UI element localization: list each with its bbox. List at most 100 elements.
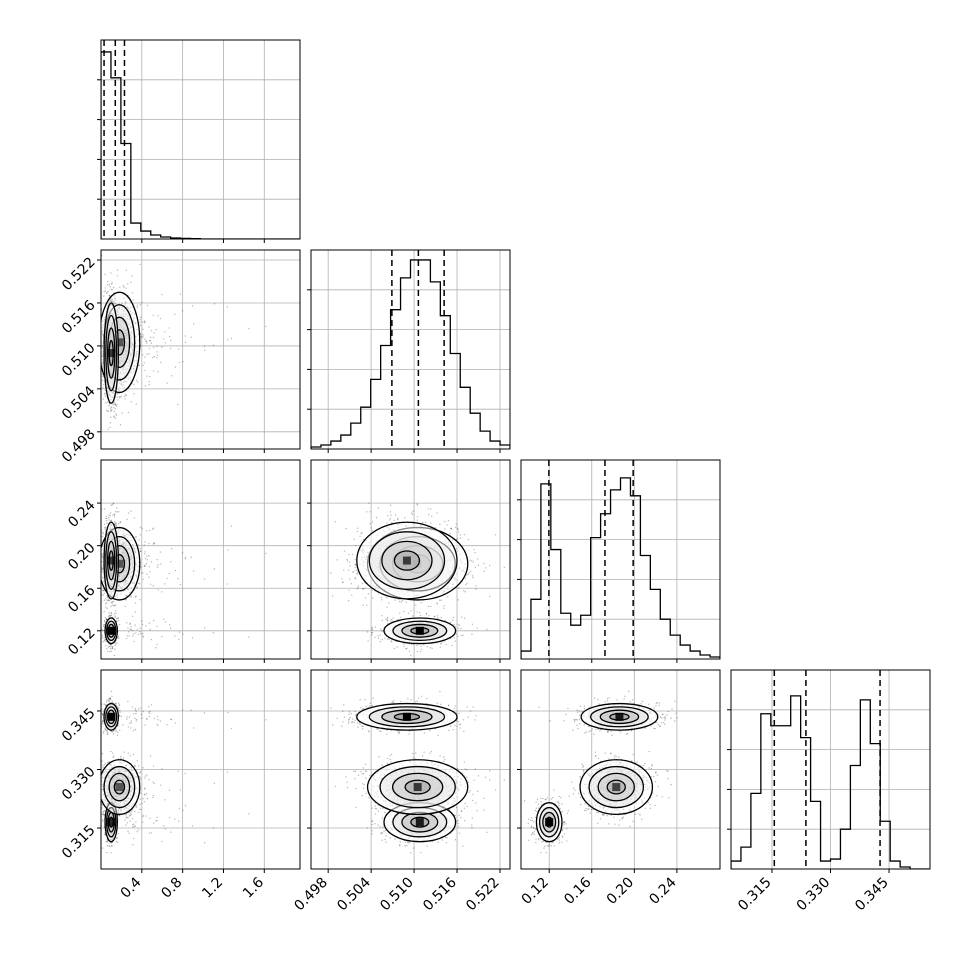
sample-point bbox=[116, 594, 119, 596]
sample-point bbox=[101, 629, 103, 631]
sample-point bbox=[118, 389, 120, 392]
sample-point bbox=[127, 589, 130, 591]
sample-point bbox=[125, 554, 128, 557]
sample-point bbox=[101, 345, 104, 348]
sample-point bbox=[114, 523, 116, 526]
sample-point bbox=[121, 385, 124, 387]
sample-point bbox=[166, 577, 168, 580]
sample-point bbox=[116, 511, 118, 513]
sample-point bbox=[123, 310, 125, 312]
sample-point bbox=[152, 543, 155, 545]
sample-point bbox=[126, 380, 128, 383]
sample-point bbox=[125, 553, 127, 555]
sample-point bbox=[117, 585, 119, 588]
sample-point bbox=[113, 514, 115, 516]
sample-point bbox=[118, 542, 121, 544]
sample-point bbox=[142, 328, 144, 331]
sample-point bbox=[184, 556, 187, 559]
sample-point bbox=[115, 413, 117, 415]
sample-point bbox=[102, 334, 104, 336]
sample-point bbox=[131, 562, 133, 565]
sample-point bbox=[102, 387, 104, 389]
sample-point bbox=[119, 362, 122, 364]
sample-point bbox=[125, 350, 127, 352]
sample-point bbox=[139, 583, 141, 585]
sample-point bbox=[113, 415, 115, 417]
sample-point bbox=[123, 297, 125, 300]
sample-point bbox=[125, 350, 127, 352]
sample-point bbox=[110, 504, 112, 506]
sample-point bbox=[132, 571, 134, 573]
sample-point bbox=[131, 275, 133, 277]
sample-point bbox=[105, 618, 108, 620]
sample-point bbox=[132, 344, 135, 346]
sample-point bbox=[145, 562, 148, 565]
sample-point bbox=[109, 300, 112, 302]
sample-point bbox=[144, 553, 146, 555]
sample-point bbox=[125, 355, 127, 357]
sample-point bbox=[108, 514, 110, 516]
sample-point bbox=[117, 320, 120, 322]
sample-point bbox=[135, 324, 137, 326]
sample-point bbox=[135, 576, 138, 578]
sample-point bbox=[117, 319, 119, 321]
sample-point bbox=[102, 320, 104, 323]
sample-point bbox=[107, 290, 109, 293]
sample-point bbox=[144, 557, 147, 560]
sample-point bbox=[163, 618, 165, 621]
sample-point bbox=[117, 324, 119, 326]
sample-point bbox=[131, 348, 134, 350]
sample-point bbox=[119, 520, 122, 523]
sample-point bbox=[133, 321, 135, 324]
sample-point bbox=[124, 332, 126, 334]
sample-point bbox=[118, 373, 120, 375]
sample-point bbox=[132, 343, 134, 346]
sample-point bbox=[108, 294, 111, 297]
sample-point bbox=[110, 519, 112, 522]
sample-point bbox=[114, 297, 117, 300]
sample-point bbox=[103, 508, 106, 510]
sample-point bbox=[103, 623, 105, 626]
sample-point bbox=[122, 551, 125, 553]
sample-point bbox=[110, 601, 113, 604]
sample-point bbox=[133, 360, 136, 362]
density-peak bbox=[107, 349, 116, 358]
sample-point bbox=[130, 558, 132, 560]
sample-point bbox=[128, 318, 131, 321]
sample-point bbox=[132, 546, 135, 548]
sample-point bbox=[135, 557, 138, 559]
sample-point bbox=[127, 324, 129, 326]
sample-point bbox=[125, 569, 128, 572]
sample-point bbox=[115, 604, 117, 606]
sample-point bbox=[102, 532, 105, 535]
sample-point bbox=[118, 307, 121, 310]
sample-point bbox=[121, 360, 123, 363]
sample-point bbox=[190, 336, 192, 338]
sample-point bbox=[118, 537, 121, 539]
sample-point bbox=[123, 309, 126, 311]
sample-point bbox=[168, 572, 171, 575]
sample-point bbox=[104, 616, 106, 619]
sample-point bbox=[126, 566, 128, 568]
sample-point bbox=[111, 298, 113, 300]
sample-point bbox=[114, 522, 117, 524]
sample-point bbox=[102, 333, 104, 335]
sample-point bbox=[120, 396, 122, 398]
sample-point bbox=[114, 523, 116, 525]
sample-point bbox=[109, 301, 111, 303]
sample-point bbox=[142, 636, 144, 638]
sample-point bbox=[120, 557, 123, 560]
sample-point bbox=[121, 572, 124, 574]
sample-point bbox=[117, 523, 120, 525]
sample-point bbox=[105, 517, 107, 520]
sample-point bbox=[117, 635, 120, 638]
sample-point bbox=[130, 510, 132, 512]
sample-point bbox=[120, 348, 123, 350]
sample-point bbox=[125, 344, 128, 347]
sample-point bbox=[130, 562, 133, 565]
sample-point bbox=[152, 527, 155, 529]
sample-point bbox=[169, 347, 172, 350]
sample-point bbox=[101, 554, 103, 556]
sample-point bbox=[132, 312, 134, 314]
sample-point bbox=[120, 586, 122, 589]
